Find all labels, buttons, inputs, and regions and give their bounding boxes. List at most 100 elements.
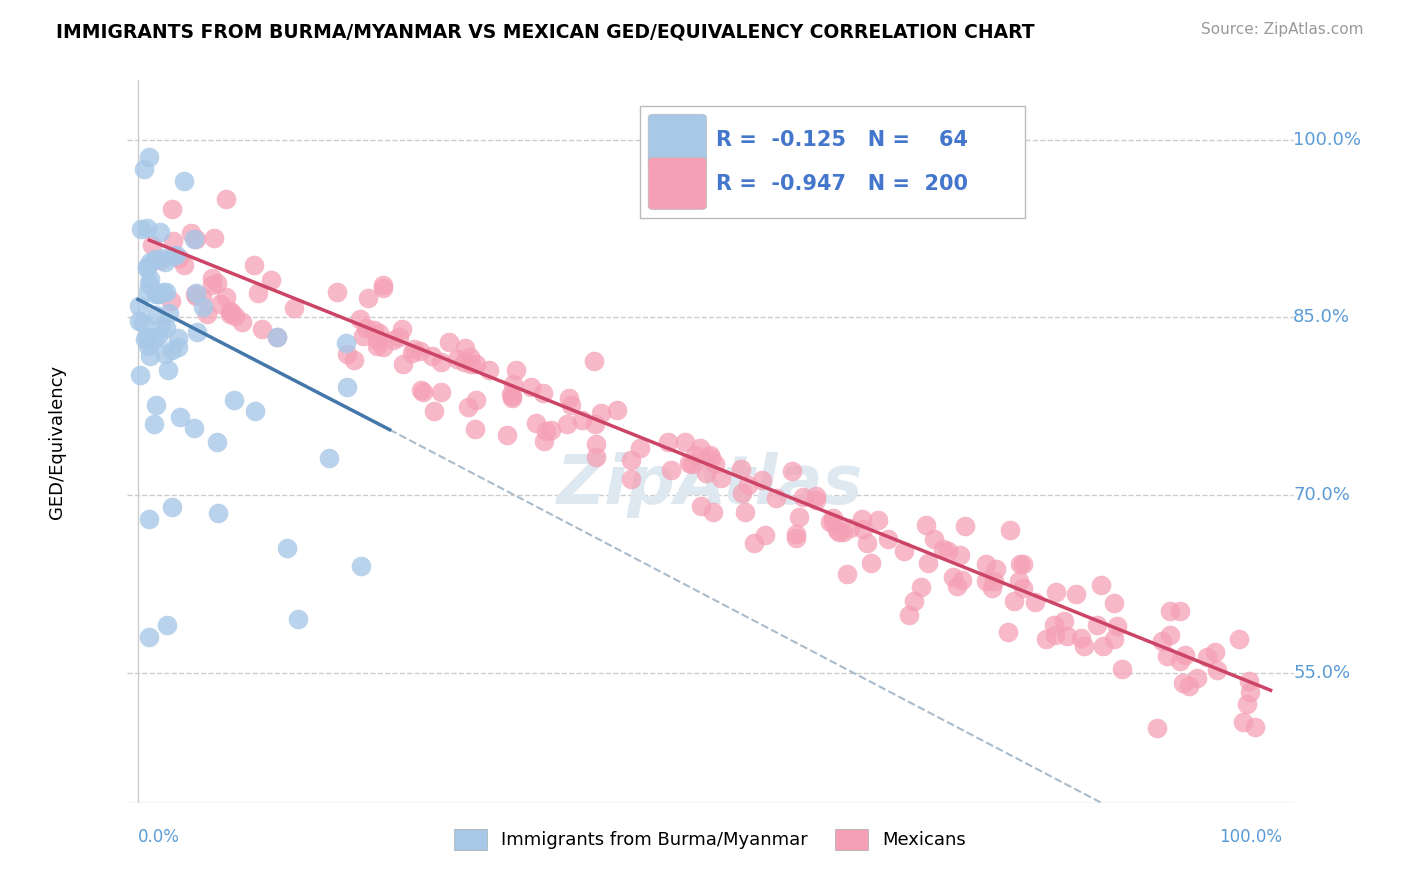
- Point: [155, 618, 177, 632]
- Point: [145, 287, 167, 301]
- Point: [910, 580, 932, 594]
- Point: [250, 321, 273, 335]
- Point: [371, 281, 394, 295]
- Point: [169, 410, 191, 425]
- Point: [1090, 577, 1112, 591]
- Point: [690, 499, 713, 513]
- Point: [502, 377, 524, 392]
- Point: [571, 413, 593, 427]
- Point: [401, 346, 423, 360]
- Legend: Immigrants from Burma/Myanmar, Mexicans: Immigrants from Burma/Myanmar, Mexicans: [447, 822, 973, 857]
- Point: [201, 277, 224, 292]
- Point: [818, 515, 841, 529]
- Point: [827, 523, 849, 537]
- FancyBboxPatch shape: [648, 114, 707, 166]
- Point: [1010, 557, 1032, 571]
- Point: [145, 308, 167, 322]
- Point: [276, 541, 298, 556]
- Point: [585, 437, 607, 451]
- Point: [149, 226, 172, 240]
- Point: [402, 343, 425, 357]
- Point: [287, 612, 309, 626]
- Point: [1111, 662, 1133, 676]
- Point: [162, 500, 184, 514]
- Point: [357, 292, 380, 306]
- Point: [143, 252, 166, 267]
- Point: [439, 334, 461, 349]
- Point: [1150, 633, 1173, 648]
- Point: [983, 574, 1005, 589]
- Point: [1102, 595, 1125, 609]
- Point: [146, 328, 169, 343]
- Point: [950, 573, 973, 587]
- Point: [266, 330, 288, 344]
- Point: [392, 357, 415, 371]
- Point: [246, 285, 269, 300]
- Point: [1066, 587, 1088, 601]
- Point: [373, 340, 395, 354]
- Point: [243, 258, 266, 272]
- Text: GED/Equivalency: GED/Equivalency: [48, 365, 66, 518]
- Point: [699, 449, 721, 463]
- Point: [157, 363, 180, 377]
- Point: [458, 350, 481, 364]
- Point: [1195, 649, 1218, 664]
- Point: [980, 581, 1002, 595]
- Point: [202, 231, 225, 245]
- Point: [152, 285, 174, 299]
- Point: [903, 594, 925, 608]
- Point: [343, 352, 366, 367]
- Point: [430, 384, 453, 399]
- Point: [1105, 619, 1128, 633]
- Point: [557, 392, 579, 406]
- Point: [1002, 594, 1025, 608]
- Point: [1042, 617, 1064, 632]
- Point: [1174, 648, 1197, 662]
- Point: [821, 511, 844, 525]
- Point: [782, 464, 804, 478]
- Point: [531, 385, 554, 400]
- Point: [138, 150, 160, 164]
- Point: [856, 536, 879, 550]
- Point: [465, 393, 488, 408]
- Point: [583, 354, 606, 368]
- Point: [136, 260, 159, 275]
- Point: [936, 543, 959, 558]
- Point: [318, 451, 340, 466]
- Point: [132, 316, 155, 330]
- Point: [730, 485, 752, 500]
- Point: [219, 307, 242, 321]
- Point: [765, 491, 787, 505]
- Point: [695, 467, 717, 481]
- Point: [1168, 654, 1191, 668]
- Point: [851, 512, 873, 526]
- Point: [349, 312, 371, 326]
- Point: [411, 383, 433, 397]
- Point: [183, 287, 205, 301]
- Point: [804, 489, 827, 503]
- Point: [209, 297, 232, 311]
- Point: [852, 522, 875, 536]
- Point: [1239, 685, 1261, 699]
- Point: [143, 417, 166, 431]
- Point: [366, 333, 388, 347]
- Point: [138, 511, 160, 525]
- Point: [128, 314, 150, 328]
- Point: [391, 321, 413, 335]
- Point: [1024, 595, 1046, 609]
- Point: [702, 505, 724, 519]
- Point: [138, 277, 160, 291]
- Point: [155, 285, 177, 300]
- Point: [136, 220, 159, 235]
- Text: 0.0%: 0.0%: [138, 828, 180, 846]
- Point: [153, 255, 176, 269]
- Point: [446, 351, 468, 366]
- Point: [787, 510, 810, 524]
- Point: [1171, 675, 1194, 690]
- FancyBboxPatch shape: [640, 105, 1025, 218]
- Text: 100.0%: 100.0%: [1219, 828, 1282, 846]
- Point: [1070, 632, 1092, 646]
- Point: [1053, 614, 1076, 628]
- Point: [737, 478, 759, 492]
- Point: [540, 423, 562, 437]
